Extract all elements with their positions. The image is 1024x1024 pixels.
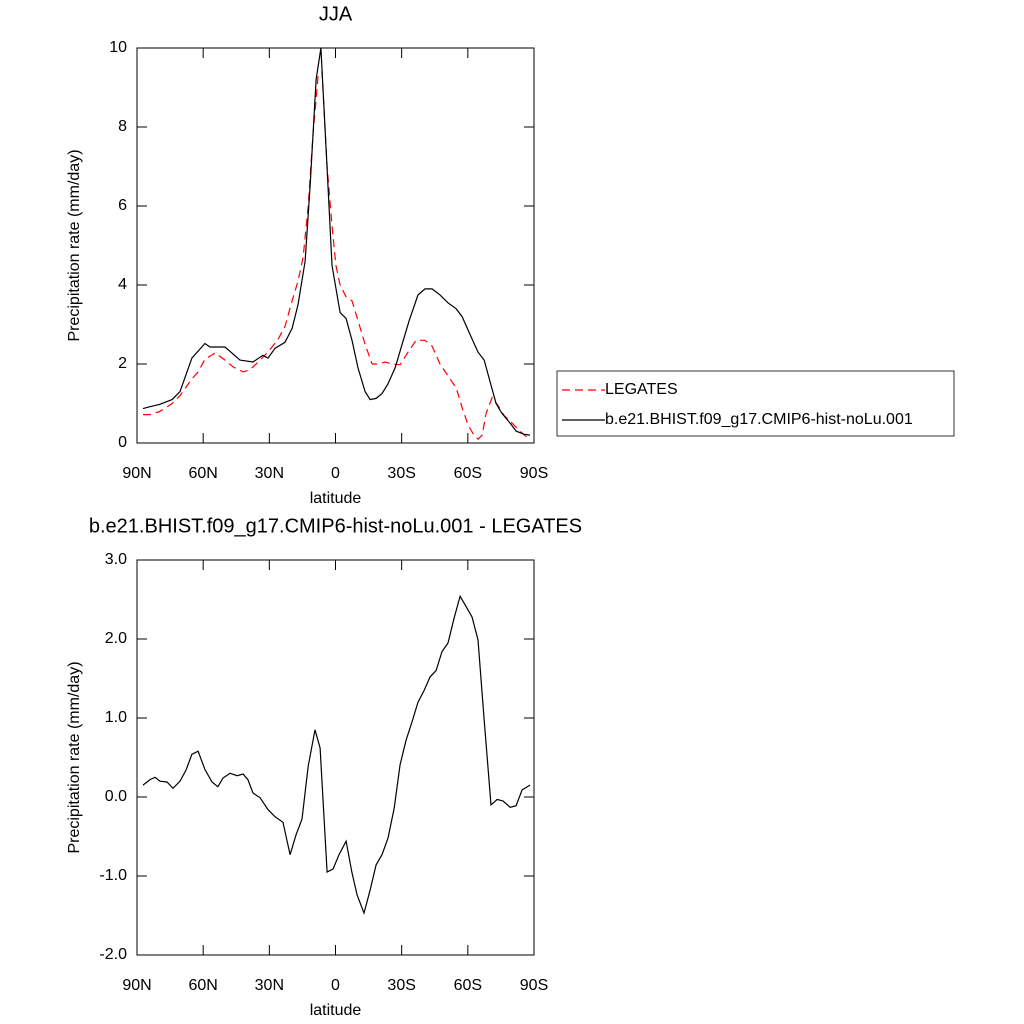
x-tick-label: 60N bbox=[188, 465, 217, 482]
chart-title: JJA bbox=[319, 3, 353, 25]
y-tick-label: -1.0 bbox=[99, 867, 127, 884]
x-tick-label: 0 bbox=[331, 977, 340, 994]
data-line bbox=[142, 594, 531, 916]
plot-frame bbox=[136, 559, 535, 956]
y-tick-label: 10 bbox=[109, 39, 127, 56]
x-axis-label: latitude bbox=[310, 490, 362, 507]
x-tick-label: 0 bbox=[331, 465, 340, 482]
x-tick-label: 90S bbox=[520, 465, 548, 482]
legend-box bbox=[556, 370, 955, 437]
x-tick-label: 60S bbox=[454, 977, 482, 994]
y-tick-label: 0.0 bbox=[105, 788, 127, 805]
y-tick-label: 2.0 bbox=[105, 630, 127, 647]
y-tick-label: 3.0 bbox=[105, 551, 127, 568]
data-line bbox=[142, 47, 531, 436]
y-tick-label: 1.0 bbox=[105, 709, 127, 726]
x-tick-label: 90N bbox=[122, 977, 151, 994]
y-tick-label: 0 bbox=[118, 434, 127, 451]
y-tick-label: 4 bbox=[118, 276, 127, 293]
x-axis-label: latitude bbox=[310, 1002, 362, 1019]
legend-label: LEGATES bbox=[605, 381, 678, 398]
x-tick-label: 30N bbox=[255, 465, 284, 482]
y-tick-label: 2 bbox=[118, 355, 127, 372]
y-axis-label: Precipitation rate (mm/day) bbox=[66, 661, 83, 853]
plot-frame bbox=[136, 47, 535, 444]
x-tick-label: 30N bbox=[255, 977, 284, 994]
y-axis-label: Precipitation rate (mm/day) bbox=[66, 149, 83, 341]
legend-label: b.e21.BHIST.f09_g17.CMIP6-hist-noLu.001 bbox=[605, 411, 913, 428]
x-tick-label: 90N bbox=[122, 465, 151, 482]
x-tick-label: 60N bbox=[188, 977, 217, 994]
y-tick-label: 8 bbox=[118, 118, 127, 135]
data-line bbox=[143, 70, 531, 441]
y-tick-label: 6 bbox=[118, 197, 127, 214]
x-tick-label: 90S bbox=[520, 977, 548, 994]
x-tick-label: 30S bbox=[387, 465, 415, 482]
x-tick-label: 30S bbox=[387, 977, 415, 994]
chart-title: b.e21.BHIST.f09_g17.CMIP6-hist-noLu.001 … bbox=[89, 515, 582, 537]
y-tick-label: -2.0 bbox=[99, 946, 127, 963]
x-tick-label: 60S bbox=[454, 465, 482, 482]
